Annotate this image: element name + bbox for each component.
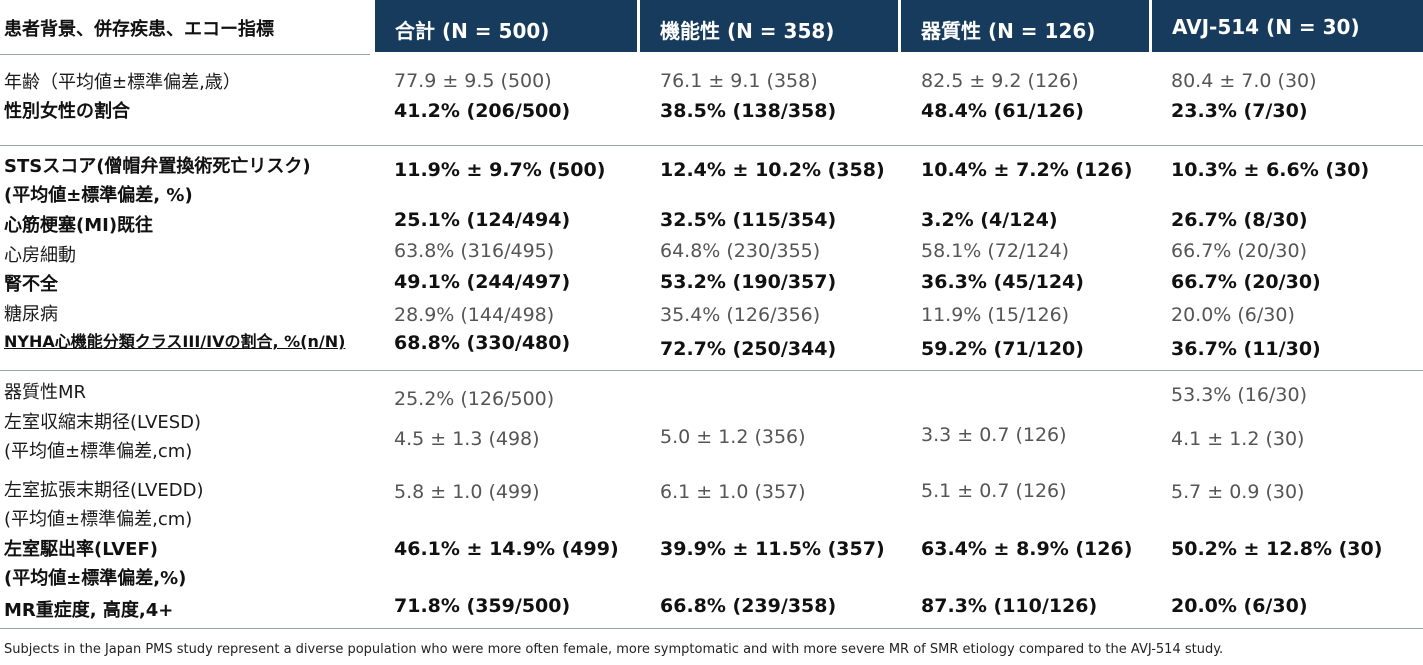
table-cell: 28.9% (144/498) <box>394 304 555 326</box>
table-cell: 68.8% (330/480) <box>394 332 571 354</box>
table-cell: 48.4% (61/126) <box>921 100 1084 122</box>
row-label-age: 年齢（平均値±標準偏差,歳） <box>4 72 241 93</box>
table-cell: 39.9% ± 11.5% (357) <box>660 538 885 560</box>
table-cell: 66.7% (20/30) <box>1171 271 1321 293</box>
table-cell: 5.1 ± 0.7 (126) <box>921 480 1067 502</box>
row-header-title: 患者背景、併存疾患、エコー指標 <box>4 19 274 40</box>
table-cell: 5.0 ± 1.2 (356) <box>660 426 806 448</box>
table-cell: 59.2% (71/120) <box>921 338 1084 360</box>
table-cell: 63.8% (316/495) <box>394 240 555 262</box>
table-cell: 80.4 ± 7.0 (30) <box>1171 70 1317 92</box>
section-divider <box>0 370 1423 371</box>
table-cell: 20.0% (6/30) <box>1171 595 1308 617</box>
table-cell: 10.3% ± 6.6% (30) <box>1171 159 1370 181</box>
table-cell: 41.2% (206/500) <box>394 100 571 122</box>
table-cell: 35.4% (126/356) <box>660 304 821 326</box>
row-label-lvesd-sub: (平均値±標準偏差,cm) <box>4 441 193 462</box>
table-cell: 25.1% (124/494) <box>394 209 571 231</box>
row-label-lvef-sub: (平均値±標準偏差,%) <box>4 568 187 589</box>
table-cell: 20.0% (6/30) <box>1171 304 1295 326</box>
table-cell: 87.3% (110/126) <box>921 595 1098 617</box>
section-divider <box>0 145 1423 146</box>
table-cell: 71.8% (359/500) <box>394 595 571 617</box>
table-cell: 26.7% (8/30) <box>1171 209 1308 231</box>
table-cell: 11.9% ± 9.7% (500) <box>394 159 606 181</box>
row-label-sts-score: STSスコア(僧帽弁置換術死亡リスク) <box>4 156 311 177</box>
table-cell: 66.8% (239/358) <box>660 595 837 617</box>
table-cell: 53.3% (16/30) <box>1171 384 1307 406</box>
table-cell: 4.5 ± 1.3 (498) <box>394 428 540 450</box>
row-label-af: 心房細動 <box>4 245 76 266</box>
table-cell: 76.1 ± 9.1 (358) <box>660 70 818 92</box>
table-cell: 72.7% (250/344) <box>660 338 837 360</box>
table-cell: 53.2% (190/357) <box>660 271 837 293</box>
table-cell: 63.4% ± 8.9% (126) <box>921 538 1133 560</box>
table-cell: 82.5 ± 9.2 (126) <box>921 70 1079 92</box>
row-label-lvef: 左室駆出率(LVEF) <box>4 539 158 560</box>
table-cell: 11.9% (15/126) <box>921 304 1070 326</box>
row-label-lvesd: 左室収縮末期径(LVESD) <box>4 412 202 433</box>
table-cell: 58.1% (72/124) <box>921 240 1070 262</box>
table-cell: 3.2% (4/124) <box>921 209 1058 231</box>
row-label-nyha: NYHA心機能分類クラスIII/IVの割合, %(n/N) <box>4 332 346 351</box>
row-label-diabetes: 糖尿病 <box>4 304 58 325</box>
table-cell: 25.2% (126/500) <box>394 388 555 410</box>
column-header-total: 合計 (N = 500) <box>375 0 637 52</box>
table-cell: 46.1% ± 14.9% (499) <box>394 538 619 560</box>
table-cell: 4.1 ± 1.2 (30) <box>1171 428 1305 450</box>
row-label-female: 性別女性の割合 <box>4 101 130 122</box>
table-cell: 50.2% ± 12.8% (30) <box>1171 538 1383 560</box>
table-cell: 38.5% (138/358) <box>660 100 837 122</box>
row-label-renal: 腎不全 <box>4 274 58 295</box>
row-label-lvedd-sub: (平均値±標準偏差,cm) <box>4 509 193 530</box>
table-cell: 12.4% ± 10.2% (358) <box>660 159 885 181</box>
table-cell: 36.3% (45/124) <box>921 271 1084 293</box>
table-cell: 10.4% ± 7.2% (126) <box>921 159 1133 181</box>
table-cell: 5.8 ± 1.0 (499) <box>394 481 540 503</box>
row-label-sts-score-sub: (平均値±標準偏差, %) <box>4 185 193 206</box>
table-cell: 32.5% (115/354) <box>660 209 837 231</box>
table-cell: 36.7% (11/30) <box>1171 338 1321 360</box>
table-cell: 23.3% (7/30) <box>1171 100 1308 122</box>
table-cell: 64.8% (230/355) <box>660 240 821 262</box>
column-header-functional: 機能性 (N = 358) <box>640 0 898 52</box>
footnote: Subjects in the Japan PMS study represen… <box>4 642 1224 657</box>
table-cell: 3.3 ± 0.7 (126) <box>921 424 1067 446</box>
table-cell: 77.9 ± 9.5 (500) <box>394 70 552 92</box>
row-label-lvedd: 左室拡張末期径(LVEDD) <box>4 480 204 501</box>
table-cell: 66.7% (20/30) <box>1171 240 1307 262</box>
table-cell: 49.1% (244/497) <box>394 271 571 293</box>
table-cell: 6.1 ± 1.0 (357) <box>660 481 806 503</box>
table-cell: 5.7 ± 0.9 (30) <box>1171 481 1305 503</box>
section-divider <box>0 628 1423 629</box>
column-header-degenerative: 器質性 (N = 126) <box>901 0 1149 52</box>
row-label-degenerative-mr: 器質性MR <box>4 382 87 403</box>
column-header-avj514: AVJ-514 (N = 30) <box>1152 0 1423 52</box>
section-divider <box>0 54 370 55</box>
row-label-mi: 心筋梗塞(MI)既往 <box>4 215 154 236</box>
row-label-mr-severity: MR重症度, 高度,4+ <box>4 600 174 621</box>
